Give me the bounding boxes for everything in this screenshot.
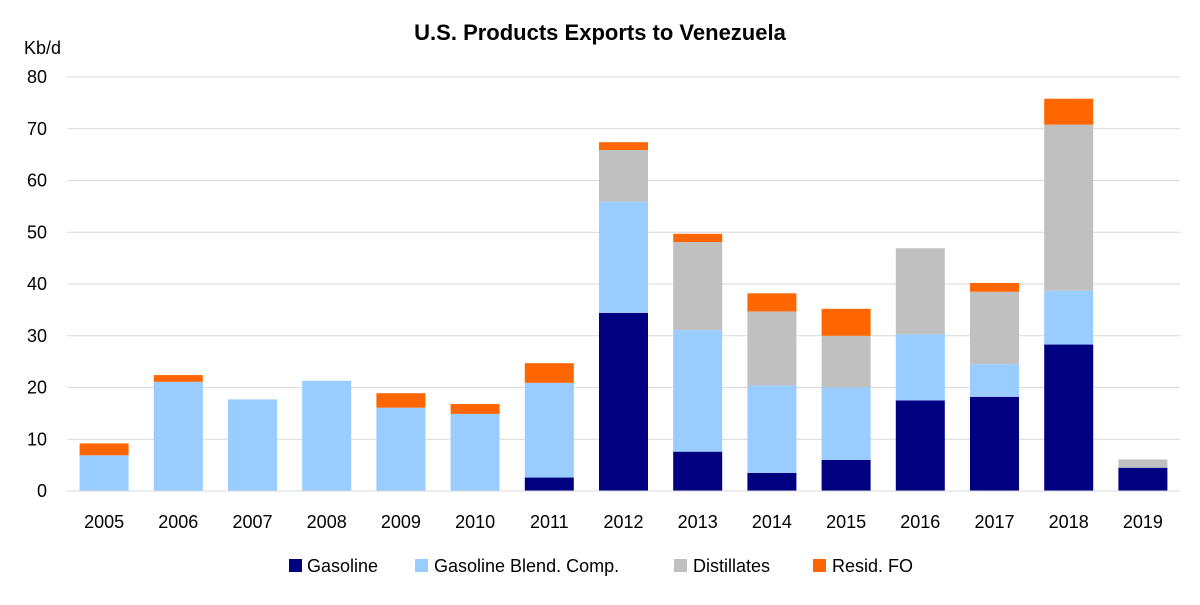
legend-label: Gasoline	[307, 556, 378, 576]
bar-segment	[747, 293, 797, 312]
bar-segment	[970, 396, 1019, 491]
bar-segment	[153, 375, 203, 382]
legend-label: Distillates	[693, 556, 770, 576]
bar-segment	[376, 407, 426, 491]
bar-segment	[450, 413, 500, 491]
x-tick-label: 2017	[974, 512, 1014, 532]
legend-swatch	[674, 559, 687, 572]
bar-segment	[1118, 459, 1168, 468]
chart-title: U.S. Products Exports to Venezuela	[414, 20, 786, 45]
bar-segment	[1044, 344, 1094, 491]
x-tick-label: 2018	[1049, 512, 1089, 532]
y-tick-label: 80	[27, 67, 47, 87]
bar-segment	[1044, 290, 1094, 345]
bar-segment	[599, 201, 648, 313]
x-tick-label: 2014	[752, 512, 792, 532]
bar-segment	[821, 335, 871, 388]
bar-segment	[821, 459, 871, 491]
bar-segment	[1044, 98, 1094, 125]
bar-segment	[895, 400, 945, 491]
x-tick-label: 2011	[530, 512, 569, 532]
bar-segment	[302, 380, 352, 491]
x-tick-label: 2006	[158, 512, 198, 532]
bar-segment	[153, 381, 203, 491]
x-tick-labels: 2005 2006 2007 2008 2009 2010 2011 2012 2013 2014…	[84, 512, 1163, 532]
bar-segment	[970, 291, 1019, 365]
bar-segment	[450, 404, 500, 414]
bar-segment	[895, 248, 945, 335]
legend-label: Resid. FO	[832, 556, 913, 576]
x-tick-label: 2005	[84, 512, 124, 532]
bar-segment	[895, 334, 945, 401]
x-tick-label: 2007	[232, 512, 272, 532]
bar-segment	[747, 311, 797, 386]
bar-segment	[747, 472, 797, 491]
y-tick-label: 50	[27, 222, 47, 242]
legend: Gasoline Gasoline Blend. Comp. Distillates…	[289, 556, 913, 576]
bar-segment	[376, 393, 426, 408]
bar-segment	[970, 282, 1019, 292]
bar-segment	[1118, 467, 1168, 491]
y-tick-label: 10	[27, 429, 47, 449]
bar-segment	[673, 330, 723, 452]
y-tick-labels: 0 10 20 30 40 50 60 70 80	[27, 67, 47, 501]
x-tick-label: 2009	[381, 512, 421, 532]
bar-segment	[1044, 124, 1094, 291]
bar-segment	[747, 385, 797, 473]
bar-segment	[599, 312, 648, 491]
bar-segment	[821, 387, 871, 460]
bars	[79, 98, 1168, 491]
y-tick-label: 0	[37, 481, 47, 501]
bar-segment	[79, 455, 129, 491]
legend-label: Gasoline Blend. Comp.	[434, 556, 619, 576]
bar-segment	[228, 399, 277, 491]
bar-segment	[524, 477, 574, 491]
bar-segment	[599, 149, 648, 202]
bar-segment	[673, 233, 723, 243]
bar-segment	[79, 443, 129, 456]
legend-swatch	[289, 559, 302, 572]
x-tick-label: 2010	[455, 512, 495, 532]
y-unit-label: Kb/d	[24, 38, 61, 58]
legend-swatch	[813, 559, 826, 572]
bar-segment	[673, 242, 723, 331]
bar-segment	[599, 142, 648, 150]
y-tick-label: 30	[27, 326, 47, 346]
x-tick-label: 2012	[603, 512, 643, 532]
y-tick-label: 40	[27, 274, 47, 294]
legend-swatch	[415, 559, 428, 572]
x-tick-label: 2019	[1123, 512, 1163, 532]
y-tick-label: 20	[27, 378, 47, 398]
y-tick-label: 70	[27, 119, 47, 139]
bar-segment	[821, 308, 871, 336]
x-tick-label: 2008	[307, 512, 347, 532]
bar-segment	[524, 382, 574, 478]
bar-segment	[524, 363, 574, 383]
y-tick-label: 60	[27, 171, 47, 191]
x-tick-label: 2016	[900, 512, 940, 532]
bar-segment	[673, 451, 723, 491]
x-tick-label: 2015	[826, 512, 866, 532]
bar-segment	[970, 364, 1019, 397]
x-tick-label: 2013	[678, 512, 718, 532]
